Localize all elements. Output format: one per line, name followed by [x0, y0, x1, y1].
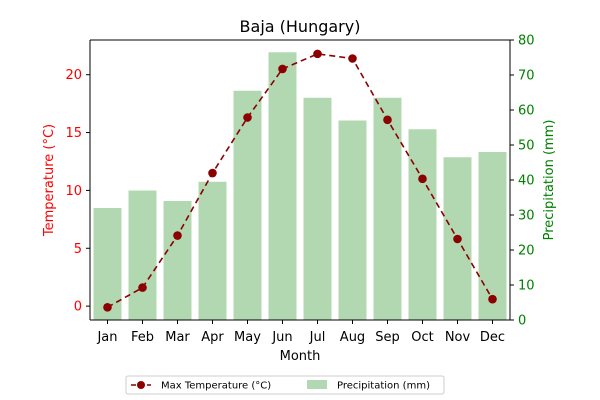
x-tick-label: Feb	[131, 330, 154, 345]
x-tick-label: Jun	[271, 330, 292, 345]
x-axis-title: Month	[280, 349, 321, 364]
right-y-tick-label: 60	[518, 104, 535, 119]
temperature-point-feb	[138, 283, 147, 292]
temperature-point-jan	[103, 302, 112, 312]
temperature-point-may	[243, 113, 252, 122]
x-tick-label: Apr	[201, 330, 224, 345]
temperature-point-nov	[453, 234, 462, 244]
right-y-tick-label: 20	[518, 244, 535, 259]
x-tick-label: Nov	[445, 330, 471, 345]
left-y-axis-title: Temperature (°C)	[42, 124, 57, 237]
precipitation-bar-mar	[163, 201, 192, 320]
right-y-tick-label: 70	[518, 69, 535, 84]
x-tick-label: Aug	[340, 330, 365, 345]
precipitation-bar-oct	[408, 129, 437, 320]
legend-label-precipitation: Precipitation (mm)	[337, 381, 430, 392]
right-y-tick-label: 10	[518, 279, 535, 294]
temperature-point-mar	[173, 231, 182, 240]
precipitation-bars	[93, 52, 507, 320]
right-y-tick-label: 50	[518, 139, 535, 154]
precipitation-bar-may	[233, 90, 262, 320]
right-y-tick-label: 80	[518, 34, 535, 49]
precipitation-bar-apr	[198, 181, 227, 320]
precipitation-bar-sep	[373, 97, 402, 320]
legend-label-temperature: Max Temperature (°C)	[161, 381, 271, 392]
precipitation-bar-jun	[268, 52, 297, 320]
left-y-tick-label: 15	[65, 126, 82, 141]
legend-frame	[125, 375, 445, 395]
right-y-tick-label: 40	[518, 174, 535, 189]
x-tick-label: Jul	[309, 330, 326, 345]
right-y-tick-label: 0	[518, 314, 526, 329]
right-y-axis-title: Precipitation (mm)	[542, 120, 557, 241]
temperature-line	[103, 49, 497, 312]
legend-line-marker	[137, 381, 145, 389]
temperature-series-line	[107, 53, 494, 308]
x-tick-label: May	[234, 330, 261, 345]
precipitation-bar-aug	[338, 120, 367, 320]
x-tick-label: Sep	[375, 330, 400, 345]
temperature-point-jul	[313, 49, 322, 59]
legend: Max Temperature (°C) Precipitation (mm)	[125, 375, 445, 395]
temperature-point-dec	[488, 294, 497, 304]
legend-bar-swatch	[307, 380, 327, 389]
left-y-tick-label: 5	[74, 242, 82, 257]
left-y-tick-label: 0	[74, 300, 82, 315]
temperature-point-oct	[418, 174, 427, 184]
temperature-point-sep	[383, 115, 392, 125]
temperature-point-apr	[208, 168, 217, 178]
temperature-point-jun	[278, 64, 287, 74]
chart-title: Baja (Hungary)	[240, 17, 361, 36]
x-tick-label: Dec	[480, 330, 505, 345]
right-y-tick-label: 30	[518, 209, 535, 224]
left-y-tick-label: 10	[65, 184, 82, 199]
x-tick-label: Jan	[96, 330, 117, 345]
temperature-point-aug	[348, 54, 357, 63]
precipitation-bar-feb	[128, 190, 157, 320]
x-tick-label: Mar	[165, 330, 190, 345]
left-y-axis-ticks: 0 5 10 15 20	[65, 68, 90, 315]
precipitation-bar-jul	[303, 97, 332, 320]
x-axis-ticks: Jan Feb Mar Apr May Jun Jul Aug Sep Oct Nov Dec	[96, 320, 505, 345]
left-y-tick-label: 20	[65, 68, 82, 83]
precipitation-bar-dec	[478, 152, 507, 320]
x-tick-label: Oct	[411, 330, 433, 345]
right-y-axis-ticks: 0 10 20 30 40 50 60 70 80	[510, 34, 535, 329]
